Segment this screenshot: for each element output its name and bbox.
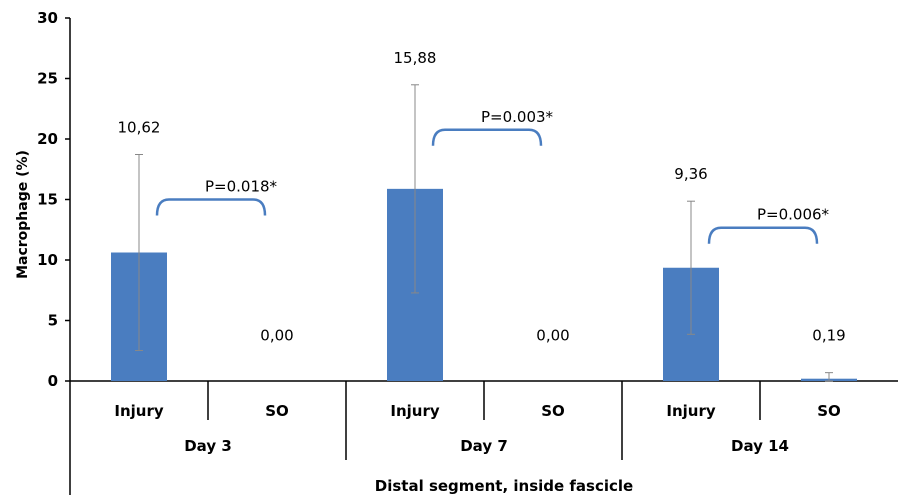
y-tick-label: 20 bbox=[37, 130, 58, 148]
y-tick-label: 10 bbox=[37, 251, 58, 269]
significance-bracket bbox=[155, 198, 267, 216]
data-label: 9,36 bbox=[674, 165, 707, 183]
group-label: Day 7 bbox=[460, 437, 508, 455]
chart-bars bbox=[111, 84, 857, 382]
category-label: Injury bbox=[114, 402, 163, 420]
group-label: Day 3 bbox=[184, 437, 232, 455]
category-label: SO bbox=[817, 402, 841, 420]
x-axis-title: Distal segment, inside fascicle bbox=[375, 477, 633, 495]
category-label: SO bbox=[541, 402, 565, 420]
data-label: 0,00 bbox=[536, 327, 569, 345]
data-label: 0,00 bbox=[260, 327, 293, 345]
p-value-label: P=0.006* bbox=[757, 206, 830, 224]
y-axis-title: Macrophage (%) bbox=[15, 150, 31, 279]
significance-bracket bbox=[707, 226, 819, 244]
y-tick-label: 25 bbox=[37, 70, 58, 88]
y-tick-label: 5 bbox=[48, 312, 58, 330]
data-label: 15,88 bbox=[394, 49, 437, 67]
category-label: Injury bbox=[390, 402, 439, 420]
p-value-label: P=0.018* bbox=[205, 177, 278, 195]
chart-axes: 0 5 10 15 20 25 30 bbox=[37, 9, 898, 495]
significance-bracket bbox=[431, 128, 543, 146]
chart-labels: 10,62 Injury 0,00 SO Day 3 P=0.018* 15,88 Injur… bbox=[114, 49, 845, 455]
category-label: Injury bbox=[666, 402, 715, 420]
y-tick-label: 15 bbox=[37, 191, 58, 209]
category-label: SO bbox=[265, 402, 289, 420]
group-label: Day 14 bbox=[731, 437, 789, 455]
y-tick-label: 0 bbox=[48, 372, 58, 390]
data-label: 0,19 bbox=[812, 327, 845, 345]
p-value-label: P=0.003* bbox=[481, 108, 554, 126]
y-tick-label: 30 bbox=[37, 9, 58, 27]
data-label: 10,62 bbox=[118, 118, 161, 136]
